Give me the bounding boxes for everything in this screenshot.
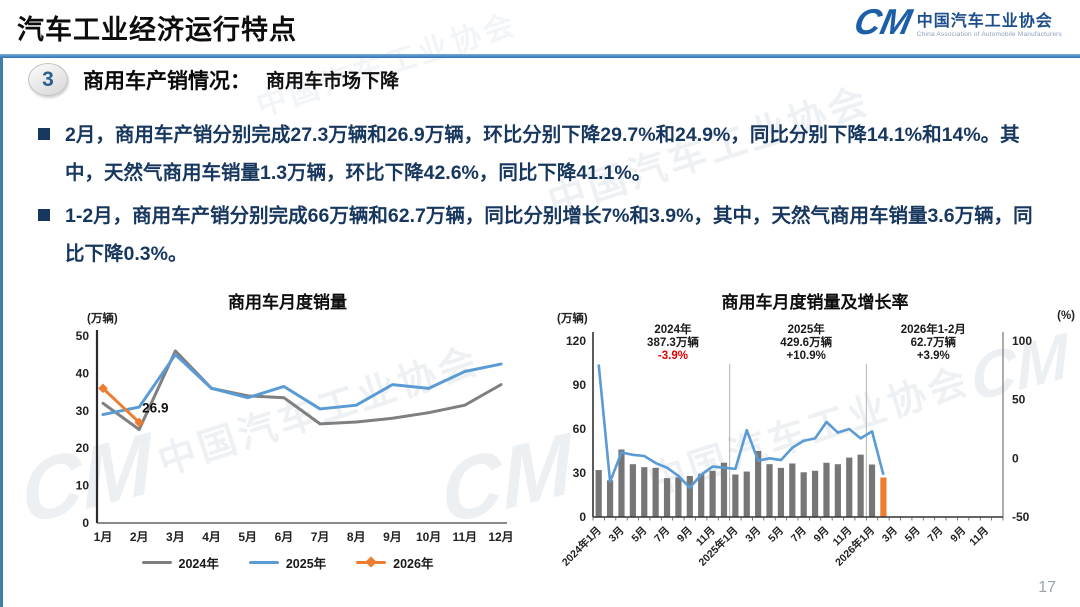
- svg-text:7月: 7月: [311, 530, 330, 544]
- svg-text:10: 10: [76, 479, 90, 493]
- svg-text:11月: 11月: [452, 530, 477, 544]
- svg-text:20: 20: [76, 441, 90, 455]
- legend-item: 2024年: [141, 553, 219, 572]
- left-edge-accent: [0, 58, 3, 607]
- svg-text:3月: 3月: [166, 530, 185, 544]
- section-title: 商用车产销情况：: [83, 69, 251, 93]
- svg-text:+10.9%: +10.9%: [787, 350, 826, 362]
- svg-text:6月: 6月: [275, 530, 294, 544]
- bullet-text: 2月，商用车产销分别完成27.3万辆和26.9万辆，环比分别下降29.7%和24…: [65, 124, 1020, 185]
- svg-text:120: 120: [566, 334, 586, 348]
- section-subtitle: 商用车市场下降: [266, 71, 400, 92]
- svg-text:7月: 7月: [652, 525, 672, 545]
- svg-text:8月: 8月: [347, 530, 366, 544]
- line-chart-canvas: 0 10 20 30 40 50 1月 2月 3月 4月 5月 6月 7月 8月 9月 10月 11月 12月 26…: [76, 329, 514, 544]
- svg-text:90: 90: [573, 378, 587, 392]
- svg-text:9月: 9月: [675, 525, 695, 545]
- svg-text:5月: 5月: [238, 530, 257, 544]
- svg-text:11月: 11月: [967, 525, 991, 549]
- svg-text:5月: 5月: [903, 525, 923, 545]
- chart-title: 商用车月度销量及增长率: [721, 293, 909, 312]
- bullet-marker-icon: [38, 209, 50, 222]
- monthly-sales-line-chart: 商用车月度销量 (万辆) 0 10 20 30 40 50 1月 2月 3月 4月 5月 6月 7月 8月…: [55, 288, 520, 572]
- svg-text:429.6万辆: 429.6万辆: [780, 335, 832, 349]
- legend-label: 2026年: [393, 557, 434, 571]
- svg-text:5月: 5月: [766, 525, 786, 545]
- svg-text:30: 30: [76, 404, 90, 418]
- bullet-item: 2月，商用车产销分别完成27.3万辆和26.9万辆，环比分别下降29.7%和24…: [38, 116, 1046, 192]
- svg-text:9月: 9月: [812, 525, 832, 545]
- svg-text:7月: 7月: [789, 525, 809, 545]
- right-axis-unit-label: (%): [1057, 310, 1075, 322]
- bullet-text: 1-2月，商用车产销分别完成66万辆和62.7万辆，同比分别增长7%和3.9%，…: [65, 205, 1033, 266]
- legend-item: 2026年: [356, 553, 433, 572]
- svg-text:9月: 9月: [383, 530, 402, 544]
- svg-text:26.9: 26.9: [142, 400, 168, 415]
- svg-text:3月: 3月: [743, 525, 763, 545]
- section-number-badge: 3: [28, 63, 68, 96]
- svg-text:0: 0: [82, 516, 89, 530]
- svg-text:3月: 3月: [607, 525, 627, 545]
- svg-text:+3.9%: +3.9%: [917, 350, 950, 362]
- caam-logo: CM 中国汽车工业协会 China Association of Automob…: [851, 1, 1062, 42]
- svg-text:387.3万辆: 387.3万辆: [647, 335, 699, 349]
- legend-item: 2025年: [248, 553, 327, 572]
- svg-text:0: 0: [579, 510, 586, 524]
- legend-swatch-icon: [248, 560, 279, 565]
- bullet-list: 2月，商用车产销分别完成27.3万辆和26.9万辆，环比分别下降29.7%和24…: [38, 116, 1046, 278]
- chart-title: 商用车月度销量: [228, 293, 347, 312]
- svg-text:2月: 2月: [130, 530, 149, 544]
- page-number: 17: [1038, 579, 1056, 596]
- svg-text:50: 50: [76, 329, 90, 343]
- legend-label: 2025年: [285, 557, 327, 571]
- svg-text:9月: 9月: [948, 525, 968, 545]
- legend-label: 2024年: [178, 557, 219, 571]
- svg-text:2026年1-2月: 2026年1-2月: [901, 322, 966, 336]
- svg-text:60: 60: [573, 422, 587, 436]
- bullet-item: 1-2月，商用车产销分别完成66万辆和62.7万辆，同比分别增长7%和3.9%，…: [38, 197, 1046, 273]
- left-axis-unit-label: (万辆): [557, 313, 588, 325]
- svg-text:1月: 1月: [94, 530, 113, 544]
- page-title: 汽车工业经济运行特点: [17, 15, 297, 45]
- svg-text:-50: -50: [1012, 510, 1030, 524]
- legend-swatch-icon: [141, 560, 172, 565]
- sales-growth-combo-chart: 商用车月度销量及增长率 (万辆) (%) 0 30 60 90 120 -50 0 50 100…: [553, 288, 1077, 603]
- svg-text:2024年: 2024年: [654, 322, 692, 336]
- svg-text:3月: 3月: [880, 525, 900, 545]
- caam-logo-icon: CM: [850, 1, 916, 42]
- caam-logo-name-cn: 中国汽车工业协会: [916, 12, 1053, 30]
- chart-legend: 2024年 2025年 2026年: [55, 553, 520, 572]
- svg-text:-3.9%: -3.9%: [658, 350, 688, 362]
- svg-text:50: 50: [1012, 393, 1026, 407]
- svg-text:12月: 12月: [488, 530, 513, 544]
- svg-text:2025年: 2025年: [788, 322, 826, 336]
- header-divider: [0, 54, 1080, 58]
- svg-text:0: 0: [1012, 451, 1019, 465]
- svg-text:5月: 5月: [629, 525, 649, 545]
- svg-text:62.7万辆: 62.7万辆: [911, 335, 957, 349]
- svg-text:2024年1月: 2024年1月: [559, 524, 604, 569]
- caam-logo-name-en: China Association of Automobile Manufact…: [916, 30, 1062, 38]
- svg-text:40: 40: [76, 366, 90, 380]
- svg-text:10月: 10月: [416, 530, 441, 544]
- svg-text:4月: 4月: [202, 530, 221, 544]
- bullet-marker-icon: [38, 128, 50, 140]
- svg-text:100: 100: [1012, 334, 1032, 348]
- svg-text:7月: 7月: [925, 525, 945, 545]
- svg-text:30: 30: [573, 466, 587, 480]
- axis-unit-label: (万辆): [87, 313, 118, 325]
- legend-swatch-icon: [356, 556, 387, 568]
